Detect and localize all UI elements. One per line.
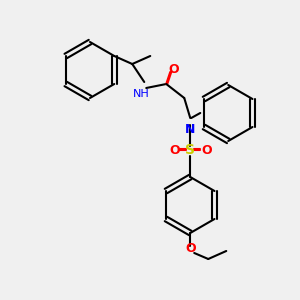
Text: S: S — [185, 143, 195, 157]
Text: O: O — [169, 143, 180, 157]
Text: N: N — [185, 123, 195, 136]
Text: NH: NH — [133, 89, 150, 99]
Text: O: O — [201, 143, 211, 157]
Text: O: O — [168, 63, 178, 76]
Text: O: O — [185, 242, 196, 256]
